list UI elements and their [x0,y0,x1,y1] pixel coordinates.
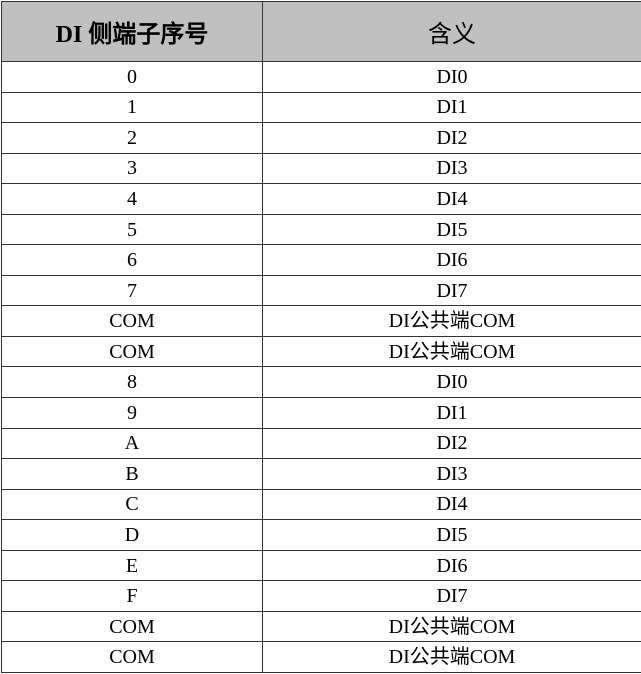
meaning-cell: DI公共端COM [263,611,641,642]
meaning-cell: DI4 [263,489,641,520]
meaning-cell: DI1 [263,398,641,429]
terminal-number-cell: 6 [2,245,263,276]
terminal-number-cell: 8 [2,367,263,398]
terminal-number-cell: 7 [2,275,263,306]
meaning-cell: DI3 [263,459,641,490]
terminal-number-cell: 0 [2,62,263,93]
meaning-cell: DI公共端COM [263,336,641,367]
meaning-cell: DI公共端COM [263,642,641,673]
meaning-cell: DI5 [263,520,641,551]
meaning-cell: DI7 [263,275,641,306]
header-row: DI 侧端子序号 含义 [2,2,641,62]
meaning-cell: DI2 [263,428,641,459]
meaning-cell: DI公共端COM [263,306,641,337]
meaning-cell: DI0 [263,367,641,398]
terminal-number-cell: 5 [2,214,263,245]
terminal-number-cell: A [2,428,263,459]
terminal-number-cell: 4 [2,184,263,215]
terminal-number-cell: COM [2,306,263,337]
meaning-cell: DI6 [263,550,641,581]
terminal-number-cell: COM [2,336,263,367]
meaning-cell: DI1 [263,92,641,123]
meaning-cell: DI3 [263,153,641,184]
meaning-cell: DI0 [263,62,641,93]
terminal-number-cell: 2 [2,123,263,154]
terminal-number-cell: F [2,581,263,612]
meaning-cell: DI2 [263,123,641,154]
terminal-number-cell: E [2,550,263,581]
terminal-number-cell: 9 [2,398,263,429]
terminal-number-cell: COM [2,642,263,673]
header-terminal-number: DI 侧端子序号 [2,2,263,62]
terminal-number-cell: B [2,459,263,490]
meaning-cell: DI5 [263,214,641,245]
meaning-cell: DI7 [263,581,641,612]
terminal-number-cell: C [2,489,263,520]
header-meaning: 含义 [263,2,641,62]
terminal-number-cell: COM [2,611,263,642]
meaning-cell: DI4 [263,184,641,215]
terminal-number-cell: D [2,520,263,551]
meaning-cell: DI6 [263,245,641,276]
terminal-number-cell: 3 [2,153,263,184]
terminal-number-cell: 1 [2,92,263,123]
